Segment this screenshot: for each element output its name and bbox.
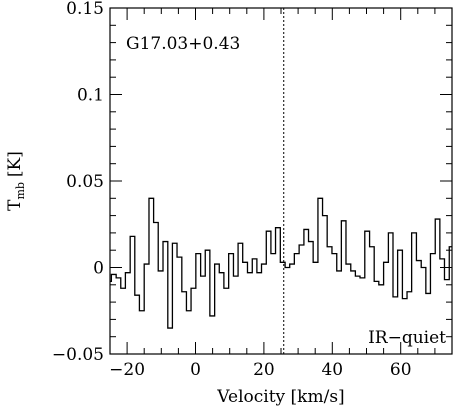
x-tick-label: 20 <box>253 360 275 380</box>
x-tick-label: 40 <box>321 360 343 380</box>
y-axis-label-main: T <box>5 199 25 211</box>
svg-text:Tmb[K]: Tmb [K] <box>5 151 27 211</box>
y-axis-label-unit: [K] <box>5 151 25 177</box>
y-tick-label: 0.15 <box>66 0 104 19</box>
x-tick-label: 0 <box>190 360 201 380</box>
y-axis-label-sub: mb <box>14 182 27 199</box>
axis-tick-labels: −20 0 20 40 60 −0.05 0 0.05 0.1 0.15 <box>52 0 412 380</box>
y-tick-label: −0.05 <box>52 345 104 365</box>
y-tick-label: 0.05 <box>66 172 104 192</box>
spectrum-step-line <box>110 197 452 329</box>
x-axis-label: Velocity [km/s] <box>216 387 344 407</box>
y-axis-label: Tmb [K] <box>5 151 27 211</box>
x-tick-label: 60 <box>390 360 412 380</box>
ir-class-annotation: IR−quiet <box>368 328 446 348</box>
axis-ticks <box>109 7 453 355</box>
source-name-annotation: G17.03+0.43 <box>126 34 240 54</box>
x-tick-label: −20 <box>109 360 145 380</box>
y-tick-label: 0.1 <box>77 86 104 106</box>
y-tick-label: 0 <box>93 259 104 279</box>
plot-frame <box>109 7 453 355</box>
